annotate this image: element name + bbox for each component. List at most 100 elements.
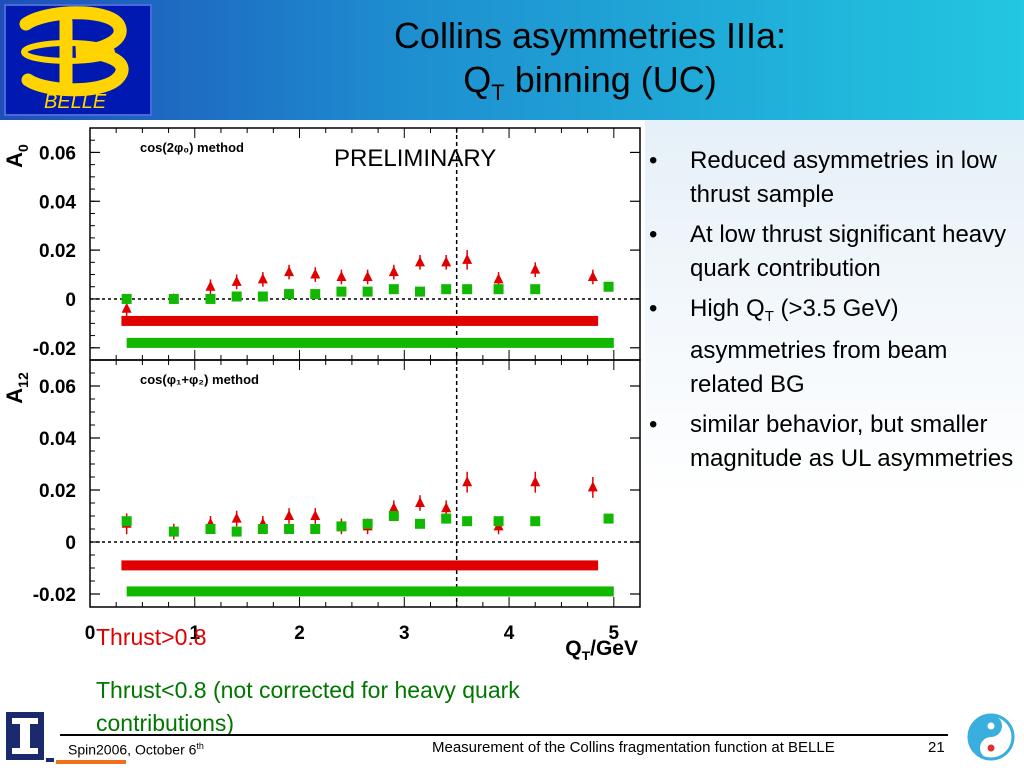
data-point: [336, 270, 347, 281]
bullet-item: • High QT (>3.5 GeV) asymmetries from bea…: [645, 292, 1015, 402]
university-i-icon: [6, 712, 54, 762]
x-tick-label: 2: [294, 623, 305, 644]
x-tick-label: 1: [189, 623, 200, 644]
x-axis-label-unit: /GeV: [590, 637, 638, 660]
data-point: [441, 284, 452, 295]
data-point: [493, 273, 504, 284]
bullet-text-pre: High Q: [690, 295, 765, 322]
data-point: [530, 263, 541, 274]
data-point: [336, 286, 347, 297]
institute-logo: [966, 710, 1016, 764]
data-point: [205, 293, 216, 304]
data-point: [415, 256, 425, 267]
y-tick-label: 0.06: [39, 377, 76, 398]
data-point: [362, 286, 373, 297]
y-tick-label: 0.04: [39, 192, 76, 213]
footer-talk-title: Measurement of the Collins fragmentation…: [432, 739, 835, 756]
title-line-2: QT binning (UC): [200, 58, 980, 115]
data-point: [441, 513, 452, 524]
y-axis-label-subscript: 12: [15, 372, 31, 388]
y-tick-label: 0: [65, 290, 76, 311]
data-point: [530, 284, 541, 295]
title-rest: binning (UC): [504, 59, 717, 100]
y-tick-label: 0.04: [39, 429, 76, 450]
data-point: [310, 268, 321, 279]
bullet-text-post: (>3.5 GeV) asymmetries from beam related…: [690, 295, 948, 398]
university-logo-bar: [56, 760, 126, 764]
data-point: [493, 284, 504, 295]
data-point: [388, 284, 399, 295]
data-point: [462, 284, 473, 295]
x-axis-label-subscript: T: [582, 648, 591, 660]
footer-conference-text: Spin2006, October 6: [68, 741, 197, 758]
data-point: [362, 518, 373, 529]
data-point: [284, 510, 295, 520]
data-point: [462, 516, 473, 527]
data-point: [336, 521, 347, 532]
systematic-band: [121, 560, 599, 571]
swirl-icon: [967, 713, 1015, 761]
data-point: [310, 524, 321, 534]
data-point: [388, 502, 399, 513]
bullet-item: • Reduced asymmetries in low thrust sampl…: [645, 144, 1015, 212]
belle-logo-text: BELLE: [44, 91, 107, 113]
y-tick-label: -0.02: [33, 339, 76, 360]
data-point: [231, 526, 242, 537]
x-tick-label: 0: [85, 623, 96, 644]
data-point: [284, 289, 295, 300]
x-axis-label-main: Q: [565, 637, 581, 660]
data-point: [362, 270, 373, 281]
bullet-dot-icon: •: [649, 221, 658, 248]
data-point: [441, 256, 452, 267]
systematic-band: [126, 337, 614, 348]
preliminary-label: PRELIMINARY: [334, 145, 497, 172]
data-point: [441, 502, 452, 513]
systematic-band: [121, 315, 599, 326]
title-line-1: Collins asymmetries IIIa:: [393, 15, 787, 56]
y-tick-label: -0.02: [33, 585, 76, 606]
data-point: [415, 497, 425, 507]
bullet-item: • similar behavior, but smaller magnitude…: [645, 408, 1015, 476]
data-point: [415, 518, 425, 529]
y-tick-label: 0.02: [39, 481, 76, 502]
page-number: 21: [928, 739, 945, 756]
data-point: [388, 266, 399, 277]
data-point: [257, 273, 268, 284]
bullet-text: similar behavior, but smaller magnitude …: [690, 411, 1014, 472]
bullet-dot-icon: •: [649, 147, 658, 174]
bullet-dot-icon: •: [649, 295, 658, 322]
data-point: [587, 481, 598, 492]
slide-header: BELLE Collins asymmetries IIIa: QT binni…: [0, 0, 1024, 120]
data-point: [587, 270, 598, 281]
data-point: [205, 280, 216, 291]
bullet-text: High QT (>3.5 GeV) asymmetries from beam…: [690, 295, 947, 398]
legend-thrust-low: Thrust<0.8 (not corrected for heavy quar…: [96, 677, 520, 736]
x-axis-label: QT/GeV: [565, 637, 638, 660]
footer-conference: Spin2006, October 6th: [68, 741, 204, 758]
footer-conference-sup: th: [196, 741, 204, 751]
data-point: [310, 289, 321, 300]
chart-panel-0: 0.06 0.04 0.02 0 -0.02 A0 cos(2φ₀) method: [2, 127, 641, 361]
data-point: [462, 253, 473, 264]
data-point: [284, 266, 295, 277]
chart-panel-1: 0.06 0.04 0.02 0 -0.02 A12 cos(φ₁+φ₂) method 0 1…: [2, 359, 641, 660]
bullet-item: • At low thrust significant heavy quark c…: [645, 218, 1015, 286]
plot-area: 0.06 0.04 0.02 0 -0.02 A0 cos(2φ₀) method 0.06 0…: [0, 120, 645, 660]
bullet-text: At low thrust significant heavy quark co…: [690, 221, 1007, 282]
data-point: [257, 291, 268, 302]
method-label: cos(φ₁+φ₂) method: [140, 372, 259, 387]
y-tick-label: 0.02: [39, 241, 76, 262]
title-q-subscript: T: [491, 80, 505, 105]
data-point: [388, 511, 399, 521]
data-point: [121, 516, 132, 527]
data-point: [121, 302, 132, 313]
data-point: [121, 293, 132, 304]
x-tick-label: 3: [399, 623, 410, 644]
data-point: [284, 524, 295, 534]
y-axis-label: A0: [2, 144, 31, 168]
data-point: [231, 512, 242, 523]
bullet-subscript: T: [764, 308, 774, 325]
data-point: [205, 524, 216, 534]
data-point: [257, 524, 268, 534]
bullet-dot-icon: •: [649, 411, 658, 438]
